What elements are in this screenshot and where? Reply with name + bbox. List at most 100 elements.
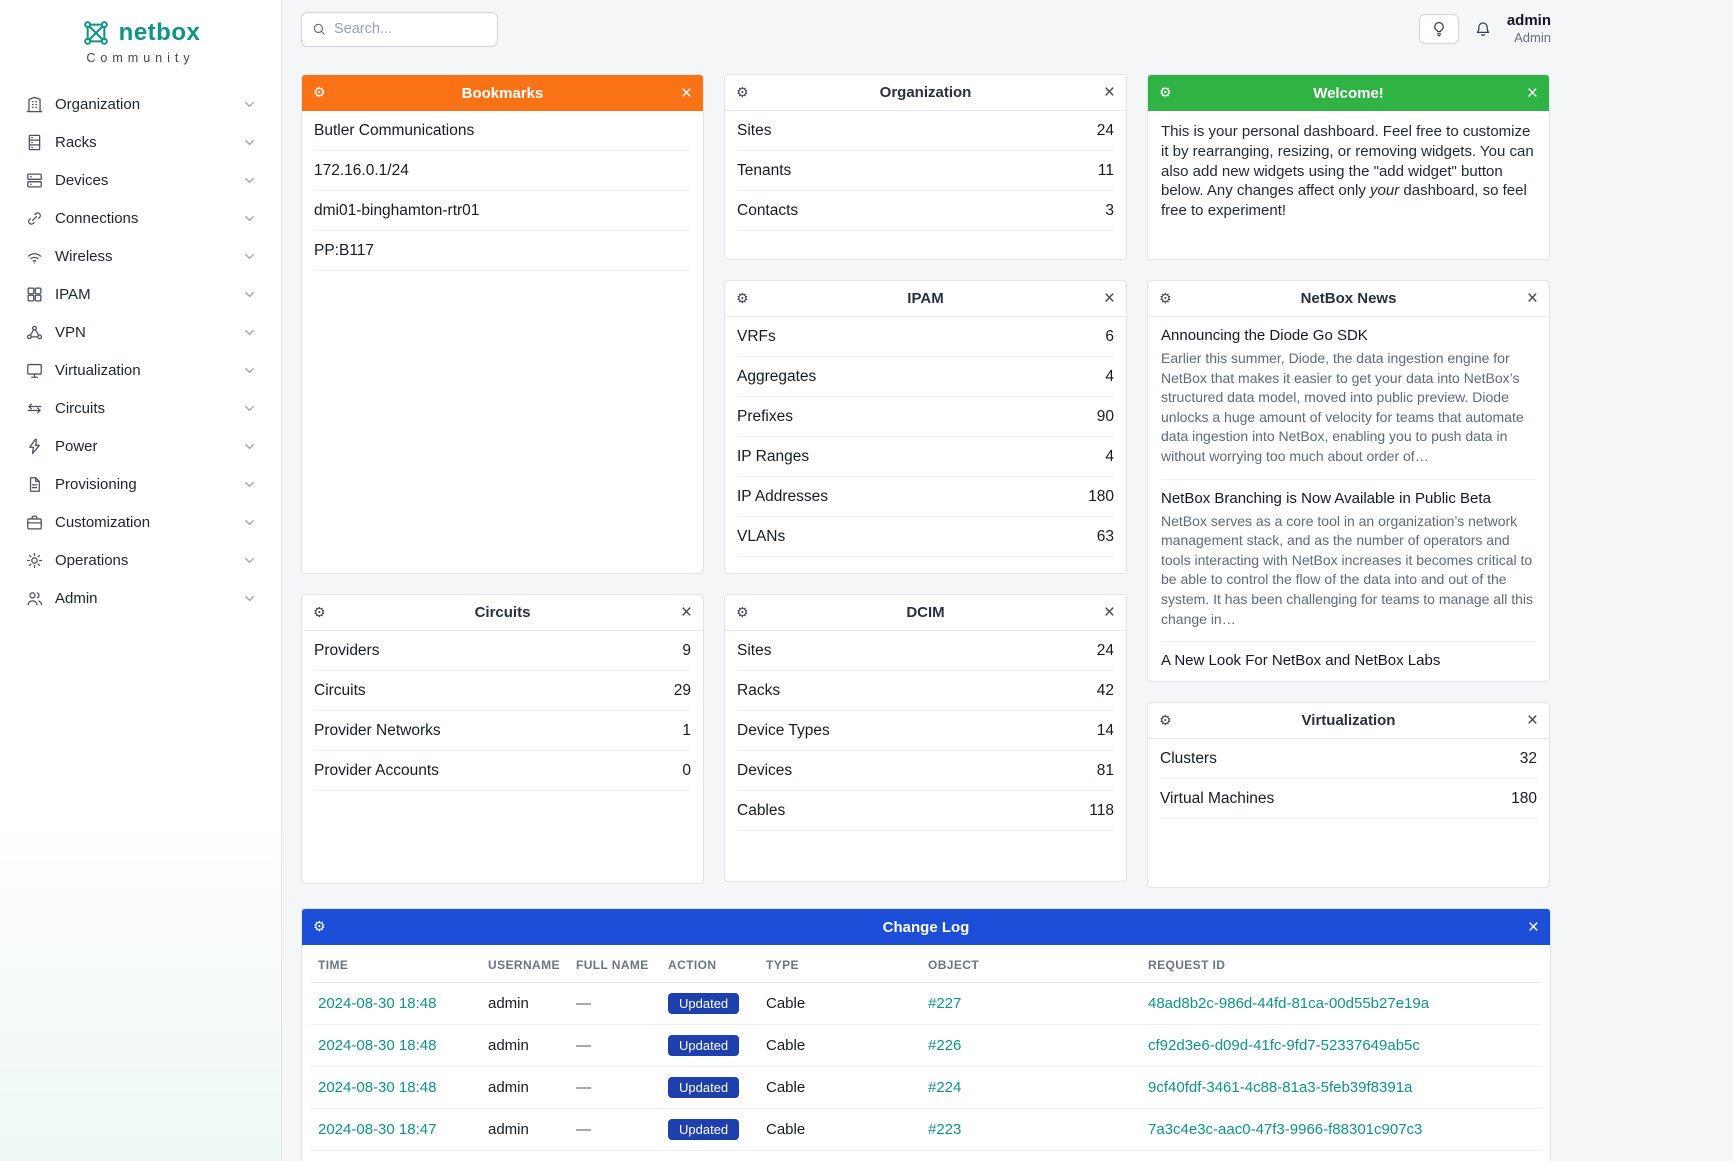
column-header-type: Type: [758, 945, 920, 983]
sidebar-item-connections[interactable]: Connections: [14, 199, 267, 237]
sidebar-item-organization[interactable]: Organization: [14, 85, 267, 123]
widget-settings-icon[interactable]: ⚙: [1159, 85, 1172, 101]
change-type: Cable: [766, 1121, 806, 1138]
widget-title: Circuits: [474, 604, 531, 621]
sidebar-item-operations[interactable]: Operations: [14, 541, 267, 579]
stat-label: Contacts: [737, 201, 799, 219]
news-article-title[interactable]: A New Look For NetBox and NetBox Labs: [1161, 652, 1441, 670]
widget-title: Welcome!: [1313, 84, 1384, 102]
change-username: admin: [488, 1079, 529, 1096]
stat-row[interactable]: Racks 42: [737, 671, 1114, 711]
stat-row[interactable]: Provider Networks 1: [314, 711, 691, 751]
bookmark-label: 172.16.0.1/24: [314, 161, 409, 179]
sidebar-item-vpn[interactable]: VPN: [14, 313, 267, 351]
widget-title: Virtualization: [1301, 712, 1396, 729]
stat-row[interactable]: IP Ranges 4: [737, 437, 1114, 477]
stat-row[interactable]: Provider Accounts 0: [314, 751, 691, 791]
widget-header-change-log: ⚙ Change Log ×: [302, 909, 1550, 945]
change-time-link[interactable]: 2024-08-30 18:48: [318, 1079, 437, 1096]
notifications-bell-icon[interactable]: [1474, 20, 1492, 38]
change-object-link[interactable]: #227: [928, 995, 962, 1012]
brand-tagline: Community: [86, 51, 195, 65]
change-full-name: —: [576, 995, 591, 1012]
stat-label: Devices: [737, 761, 793, 779]
bookmark-item[interactable]: 172.16.0.1/24: [314, 151, 691, 191]
news-article-title[interactable]: Announcing the Diode Go SDK: [1161, 327, 1368, 344]
change-request-id-link[interactable]: cf92d3e6-d09d-41fc-9fd7-52337649ab5c: [1148, 1037, 1420, 1054]
widget-settings-icon[interactable]: ⚙: [736, 84, 749, 101]
stat-row[interactable]: VRFs 6: [737, 317, 1114, 357]
bookmark-item[interactable]: dmi01-binghamton-rtr01: [314, 191, 691, 231]
sidebar-item-provisioning[interactable]: Provisioning: [14, 465, 267, 503]
change-log-table-wrap: Time Username Full Name Action Type Obje…: [302, 945, 1550, 1151]
widget-dcim: ⚙ DCIM × Sites 24 Racks 42: [724, 594, 1127, 882]
stat-row[interactable]: VLANs 63: [737, 517, 1114, 557]
widget-close-icon[interactable]: ×: [1526, 710, 1538, 731]
stat-row[interactable]: Sites 24: [737, 631, 1114, 671]
sidebar-item-racks[interactable]: Racks: [14, 123, 267, 161]
sidebar-item-power[interactable]: Power: [14, 427, 267, 465]
change-time-link[interactable]: 2024-08-30 18:48: [318, 1037, 437, 1054]
stat-row[interactable]: Sites 24: [737, 111, 1114, 151]
widget-settings-icon[interactable]: ⚙: [313, 85, 326, 101]
change-object-link[interactable]: #224: [928, 1079, 962, 1096]
sidebar-item-customization[interactable]: Customization: [14, 503, 267, 541]
widget-close-icon[interactable]: ×: [1526, 82, 1538, 104]
chevron-down-icon: [242, 553, 257, 568]
stat-row[interactable]: Device Types 14: [737, 711, 1114, 751]
change-type: Cable: [766, 1037, 806, 1054]
bookmark-item[interactable]: Butler Communications: [314, 111, 691, 151]
change-request-id-link[interactable]: 7a3c4e3c-aac0-47f3-9966-f88301c907c3: [1148, 1121, 1423, 1138]
sidebar-item-ipam[interactable]: IPAM: [14, 275, 267, 313]
widget-close-icon[interactable]: ×: [680, 602, 692, 623]
change-request-id-link[interactable]: 48ad8b2c-986d-44fd-81ca-00d55b27e19a: [1148, 995, 1430, 1012]
widget-settings-icon[interactable]: ⚙: [736, 290, 749, 307]
sidebar-item-circuits[interactable]: Circuits: [14, 389, 267, 427]
stat-row[interactable]: Devices 81: [737, 751, 1114, 791]
dark-mode-toggle-button[interactable]: [1418, 14, 1459, 44]
widget-settings-icon[interactable]: ⚙: [736, 604, 749, 621]
widget-header-organization: ⚙ Organization ×: [725, 75, 1126, 111]
widget-settings-icon[interactable]: ⚙: [313, 604, 326, 621]
stat-row[interactable]: Providers 9: [314, 631, 691, 671]
change-time-link[interactable]: 2024-08-30 18:47: [318, 1121, 437, 1138]
chevron-down-icon: [242, 591, 257, 606]
stat-row[interactable]: Aggregates 4: [737, 357, 1114, 397]
widget-close-icon[interactable]: ×: [1103, 82, 1115, 103]
stat-row[interactable]: Circuits 29: [314, 671, 691, 711]
stat-label: IP Addresses: [737, 487, 829, 505]
dashboard-column-3: ⚙ Welcome! × This is your personal dashb…: [1147, 74, 1550, 888]
widget-settings-icon[interactable]: ⚙: [1159, 290, 1172, 307]
sidebar-item-admin[interactable]: Admin: [14, 579, 267, 617]
widget-header-news: ⚙ NetBox News ×: [1148, 281, 1549, 317]
change-object-link[interactable]: #223: [928, 1121, 962, 1138]
widget-close-icon[interactable]: ×: [680, 82, 692, 104]
search-input[interactable]: [333, 21, 487, 37]
stat-row[interactable]: IP Addresses 180: [737, 477, 1114, 517]
widget-close-icon[interactable]: ×: [1103, 288, 1115, 309]
stat-row[interactable]: Contacts 3: [737, 191, 1114, 231]
widget-settings-icon[interactable]: ⚙: [313, 919, 326, 935]
sidebar-item-virtualization[interactable]: Virtualization: [14, 351, 267, 389]
wireless-icon: [24, 246, 44, 266]
chevron-down-icon: [242, 477, 257, 492]
sidebar-item-devices[interactable]: Devices: [14, 161, 267, 199]
change-object-link[interactable]: #226: [928, 1037, 962, 1054]
sidebar-item-wireless[interactable]: Wireless: [14, 237, 267, 275]
brand[interactable]: netbox Community: [0, 12, 281, 81]
user-menu[interactable]: admin Admin: [1507, 12, 1551, 46]
user-name: admin: [1506, 12, 1551, 30]
stat-row[interactable]: Cables 118: [737, 791, 1114, 831]
widget-settings-icon[interactable]: ⚙: [1159, 712, 1172, 729]
stat-row[interactable]: Tenants 11: [737, 151, 1114, 191]
bookmark-item[interactable]: PP:B117: [314, 231, 691, 271]
widget-close-icon[interactable]: ×: [1103, 602, 1115, 623]
stat-row[interactable]: Virtual Machines 180: [1160, 779, 1537, 819]
stat-row[interactable]: Clusters 32: [1160, 739, 1537, 779]
news-article-title[interactable]: NetBox Branching is Now Available in Pub…: [1161, 489, 1491, 507]
stat-row[interactable]: Prefixes 90: [737, 397, 1114, 437]
change-request-id-link[interactable]: 9cf40fdf-3461-4c88-81a3-5feb39f8391a: [1148, 1079, 1413, 1096]
widget-close-icon[interactable]: ×: [1527, 916, 1539, 938]
change-time-link[interactable]: 2024-08-30 18:48: [318, 995, 437, 1012]
widget-close-icon[interactable]: ×: [1526, 288, 1538, 309]
